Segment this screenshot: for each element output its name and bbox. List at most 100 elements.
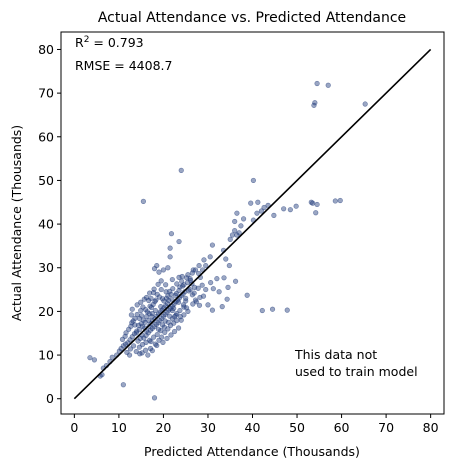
chart-title: Actual Attendance vs. Predicted Attendan… (98, 10, 406, 26)
data-point (314, 80, 320, 87)
data-point (281, 206, 287, 212)
data-point (265, 202, 271, 208)
data-point (207, 254, 213, 260)
data-point (142, 319, 148, 325)
data-point (216, 289, 222, 295)
data-point (181, 312, 187, 318)
data-point (164, 300, 171, 307)
data-point (248, 200, 254, 206)
y-tick-label: 20 (38, 304, 54, 319)
data-point (147, 345, 154, 352)
data-point (138, 307, 144, 314)
x-tick-label: 40 (245, 420, 261, 435)
data-point (196, 262, 202, 269)
data-point (191, 290, 197, 296)
data-point (140, 198, 146, 204)
data-point (158, 278, 164, 284)
x-tick-label: 30 (200, 420, 216, 435)
y-axis-ticks: 0 10 20 30 40 50 60 70 80 (38, 42, 61, 406)
data-point (151, 395, 158, 401)
data-point (178, 167, 184, 173)
data-point (144, 309, 150, 315)
data-point (169, 276, 175, 283)
data-point (170, 286, 176, 292)
data-point (254, 210, 260, 216)
data-point (226, 262, 232, 269)
data-point (250, 177, 256, 184)
data-point (293, 203, 299, 209)
r-squared-value: = 0.793 (89, 35, 143, 50)
data-point (153, 297, 159, 303)
data-point (205, 302, 211, 308)
data-point (337, 197, 343, 204)
data-point (164, 335, 170, 342)
data-point (310, 200, 316, 206)
y-axis-label: Actual Attendance (Thousands) (9, 125, 24, 321)
data-point (135, 338, 141, 344)
data-point (168, 332, 174, 338)
data-point (162, 318, 168, 324)
r-squared-annotation: R2 = 0.793 (75, 35, 144, 50)
y-tick-label: 40 (38, 217, 54, 232)
data-point (120, 382, 126, 388)
data-point (152, 307, 159, 314)
data-point (165, 265, 171, 271)
data-point (227, 236, 233, 242)
data-point (123, 330, 129, 336)
y-tick-label: 50 (38, 173, 54, 188)
data-point (269, 306, 276, 312)
data-point (258, 208, 265, 214)
data-point (169, 296, 175, 302)
data-point (176, 238, 182, 245)
data-point (154, 331, 160, 338)
r-squared-label: R (75, 35, 84, 50)
data-point (159, 322, 166, 328)
data-point (91, 357, 97, 363)
data-point (160, 339, 166, 346)
y-tick-label: 80 (38, 42, 54, 57)
data-point (201, 257, 207, 263)
data-point (221, 275, 227, 281)
data-point (177, 307, 183, 314)
data-point (179, 283, 186, 289)
data-point (209, 307, 216, 313)
data-point (223, 256, 229, 262)
data-point (160, 267, 167, 273)
data-point (132, 315, 138, 321)
data-point (126, 352, 133, 358)
data-point (130, 343, 137, 349)
data-point (149, 310, 155, 317)
data-point (313, 210, 319, 216)
data-point (311, 102, 317, 108)
data-point (174, 317, 180, 324)
data-point (133, 330, 139, 336)
data-point (287, 207, 293, 213)
data-point (158, 286, 164, 293)
data-point (175, 325, 182, 331)
data-point (183, 295, 189, 301)
data-point (234, 210, 240, 216)
data-point (148, 338, 154, 345)
x-tick-label: 70 (378, 420, 394, 435)
data-point (174, 281, 180, 287)
data-point (165, 319, 171, 325)
data-point (199, 282, 205, 288)
data-point (169, 316, 175, 322)
data-point (173, 312, 179, 318)
data-point (159, 334, 165, 340)
data-point (171, 305, 177, 311)
data-point (87, 355, 93, 361)
data-point (185, 272, 191, 278)
data-point (165, 293, 171, 299)
data-point (109, 354, 115, 360)
data-point (186, 288, 192, 294)
data-point (172, 292, 179, 298)
data-point (214, 276, 220, 282)
data-point (119, 336, 126, 342)
data-point (168, 231, 175, 237)
data-point (203, 286, 209, 293)
data-point (139, 350, 145, 356)
data-point (179, 278, 185, 284)
data-point (219, 304, 225, 310)
data-point (138, 299, 144, 305)
